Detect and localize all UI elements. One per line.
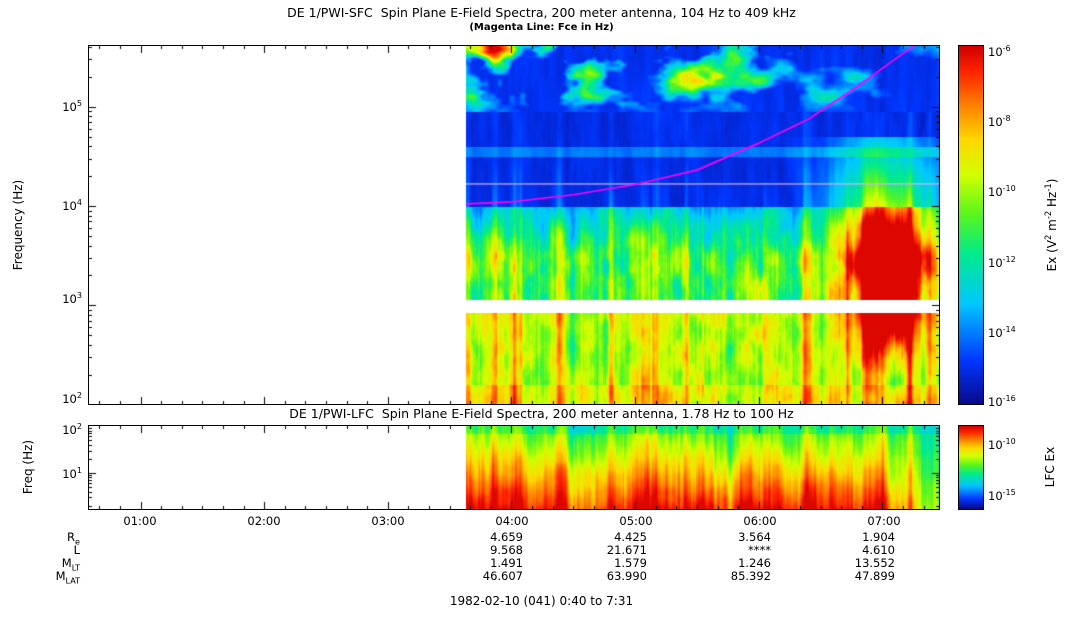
time-tick-0700: 07:00 xyxy=(867,514,901,528)
ephemeris-value: 9.568 xyxy=(490,543,523,557)
lfc-colorbar-label: LFC Ex xyxy=(1043,446,1057,488)
time-tick-0600: 06:00 xyxy=(743,514,777,528)
ephemeris-value: 1.491 xyxy=(490,556,523,570)
lfc-spectrogram-canvas xyxy=(89,426,939,509)
sfc-cbtick-4: 10-14 xyxy=(988,325,1016,340)
ephemeris-row-label-l: L xyxy=(73,543,80,557)
sfc-ytick-1e3: 103 xyxy=(62,291,82,306)
ephemeris-value: 21.671 xyxy=(606,543,647,557)
lfc-colorbar-frame xyxy=(958,425,984,510)
sfc-ytick-1e2: 102 xyxy=(62,391,82,406)
time-tick-0200: 02:00 xyxy=(247,514,281,528)
ephemeris-value: 4.659 xyxy=(490,530,523,544)
ephemeris-value: 1.579 xyxy=(614,556,647,570)
ephemeris-value: 3.564 xyxy=(738,530,771,544)
sfc-cbtick-5: 10-16 xyxy=(988,394,1016,409)
sfc-plot-frame xyxy=(88,45,940,405)
time-tick-0300: 03:00 xyxy=(371,514,405,528)
time-tick-0100: 01:00 xyxy=(123,514,157,528)
sfc-ytick-1e5: 105 xyxy=(62,99,82,114)
magenta-line-note: (Magenta Line: Fce in Hz) xyxy=(469,22,614,33)
ephemeris-value: 1.246 xyxy=(738,556,771,570)
time-tick-0400: 04:00 xyxy=(495,514,529,528)
ephemeris-row-label-mlat: MLAT xyxy=(55,569,80,586)
sfc-ylabel: Frequency (Hz) xyxy=(11,179,25,271)
sfc-ytick-1e4: 104 xyxy=(62,198,82,213)
sfc-cbtick-3: 10-12 xyxy=(988,255,1016,270)
date-range-footer: 1982-02-10 (041) 0:40 to 7:31 xyxy=(449,594,634,608)
ephemeris-value: 4.425 xyxy=(614,530,647,544)
ephemeris-value: 4.610 xyxy=(862,543,895,557)
ephemeris-value: 85.392 xyxy=(730,569,771,583)
ephemeris-row-label-mlt: MLT xyxy=(61,556,80,573)
lfc-ytick-1e1: 101 xyxy=(62,466,82,481)
sfc-cbtick-0: 10-6 xyxy=(988,44,1011,59)
ephemeris-value: 47.899 xyxy=(854,569,895,583)
ephemeris-value: 46.607 xyxy=(482,569,523,583)
lfc-plot-frame xyxy=(88,425,940,510)
sfc-colorbar-canvas xyxy=(959,46,983,404)
lfc-cbtick-0: 10-10 xyxy=(988,437,1016,452)
lfc-ylabel: Freq (Hz) xyxy=(21,439,35,495)
ephemeris-value: 63.990 xyxy=(606,569,647,583)
sfc-title: DE 1/PWI-SFC Spin Plane E-Field Spectra,… xyxy=(287,5,796,20)
ephemeris-value: 13.552 xyxy=(854,556,895,570)
time-tick-0500: 05:00 xyxy=(619,514,653,528)
lfc-cbtick-1: 10-15 xyxy=(988,488,1016,503)
lfc-ytick-1e2: 102 xyxy=(62,422,82,437)
sfc-colorbar-frame xyxy=(958,45,984,405)
lfc-title: DE 1/PWI-LFC Spin Plane E-Field Spectra,… xyxy=(289,406,794,421)
sfc-colorbar-label: Ex (V2 m-2 Hz-1) xyxy=(1043,178,1059,272)
ephemeris-value: 1.904 xyxy=(862,530,895,544)
ephemeris-value: **** xyxy=(748,543,771,557)
sfc-spectrogram-canvas xyxy=(89,46,939,404)
sfc-cbtick-1: 10-8 xyxy=(988,114,1011,129)
ephemeris-row-label-re: Re xyxy=(67,530,80,547)
lfc-colorbar-canvas xyxy=(959,426,983,509)
sfc-cbtick-2: 10-10 xyxy=(988,184,1016,199)
